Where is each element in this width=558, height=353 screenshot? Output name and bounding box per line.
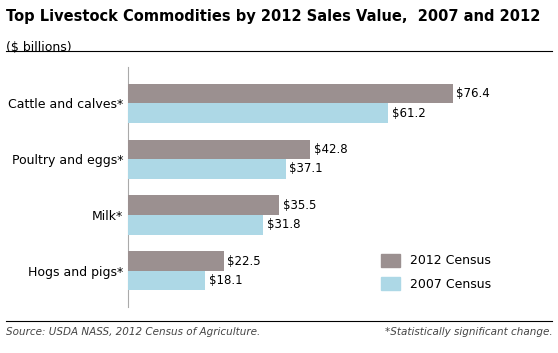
Text: $35.5: $35.5 — [282, 199, 316, 212]
Bar — [128, 84, 453, 103]
Bar — [128, 103, 388, 123]
Text: ($ billions): ($ billions) — [6, 41, 71, 54]
Text: $61.2: $61.2 — [392, 107, 426, 120]
Text: $31.8: $31.8 — [267, 218, 300, 231]
Text: $37.1: $37.1 — [290, 162, 323, 175]
Text: $22.5: $22.5 — [227, 255, 261, 268]
Text: *Statistically significant change.: *Statistically significant change. — [385, 327, 552, 336]
Bar — [128, 140, 310, 159]
Bar — [128, 215, 263, 234]
Bar — [128, 159, 286, 179]
Text: $18.1: $18.1 — [209, 274, 242, 287]
Legend: 2012 Census, 2007 Census: 2012 Census, 2007 Census — [376, 249, 496, 296]
Text: $42.8: $42.8 — [314, 143, 347, 156]
Text: $76.4: $76.4 — [456, 87, 490, 100]
Bar — [128, 196, 279, 215]
Text: Source: USDA NASS, 2012 Census of Agriculture.: Source: USDA NASS, 2012 Census of Agricu… — [6, 327, 260, 336]
Bar — [128, 251, 224, 271]
Bar — [128, 271, 205, 291]
Text: Top Livestock Commodities by 2012 Sales Value,  2007 and 2012: Top Livestock Commodities by 2012 Sales … — [6, 9, 540, 24]
